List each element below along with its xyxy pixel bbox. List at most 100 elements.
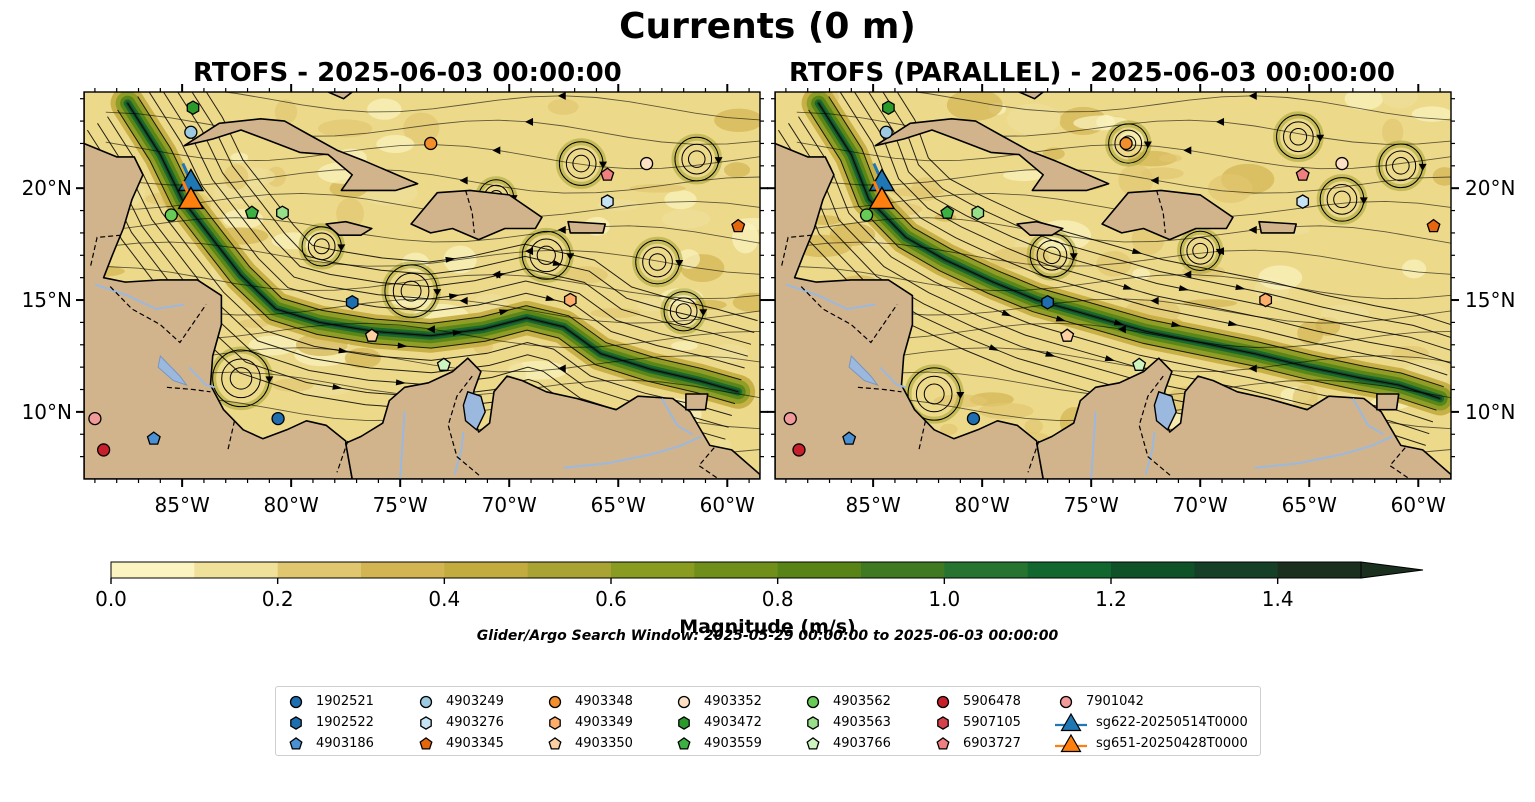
streamline-arrow bbox=[566, 253, 575, 261]
colorbar-tick-label: 0.6 bbox=[595, 587, 627, 611]
float-marker-4903350 bbox=[1060, 328, 1075, 342]
colorbar-tick-label: 0.4 bbox=[428, 587, 460, 611]
streamline-arrow bbox=[499, 309, 510, 316]
currents-maps: 85°W 80°W 75°W 70°W 65°W 60°W 20°N 15°N 10°N 85°… bbox=[22, 84, 1515, 611]
legend-item: 4903349 bbox=[543, 712, 633, 733]
legend-swatch bbox=[548, 736, 562, 750]
eddy-streamline bbox=[923, 383, 945, 405]
lat-tick-label: 15°N bbox=[1465, 288, 1515, 312]
magnitude-patch bbox=[1320, 304, 1370, 323]
legend-label: 4903349 bbox=[575, 715, 633, 730]
float-marker-1902522 bbox=[345, 294, 359, 310]
magnitude-patch bbox=[1297, 321, 1324, 345]
legend-label: 6903727 bbox=[963, 736, 1021, 751]
streamline-arrow bbox=[1069, 253, 1078, 261]
country-border bbox=[227, 420, 236, 451]
country-border bbox=[1156, 190, 1166, 233]
country-border bbox=[89, 234, 122, 267]
streamline bbox=[137, 96, 742, 381]
eddy-streamline bbox=[669, 297, 698, 326]
colorbar-segment bbox=[861, 562, 945, 578]
eddy-streamline bbox=[536, 245, 556, 265]
magnitude-patch bbox=[1382, 118, 1404, 146]
legend-item: 1902522 bbox=[284, 712, 374, 733]
eddy-streamline bbox=[648, 253, 667, 271]
streamline-arrow bbox=[337, 244, 346, 252]
float-marker-4903766 bbox=[436, 357, 451, 371]
land-southAmerica bbox=[1035, 357, 1451, 479]
legend-column: 7901042 sg622-20250514T0000 sg651-20250428… bbox=[1054, 691, 1248, 754]
legend-swatch bbox=[807, 715, 819, 730]
lon-tick-label: 80°W bbox=[264, 493, 319, 517]
float-marker-4903186 bbox=[146, 431, 161, 445]
eddy-streamline bbox=[529, 238, 564, 273]
float-marker-4903350 bbox=[364, 328, 379, 342]
legend-column: 1902521 1902522 4903186 bbox=[284, 691, 374, 754]
magnitude-patch bbox=[1183, 299, 1237, 308]
colorbar-segment bbox=[361, 562, 445, 578]
eddy-streamline bbox=[229, 367, 253, 390]
colorbar-segment bbox=[111, 562, 195, 578]
legend-swatch bbox=[289, 695, 303, 708]
legend-marker bbox=[289, 695, 303, 708]
lake-nicaragua bbox=[848, 354, 879, 386]
legend-item: sg651-20250428T0000 bbox=[1054, 733, 1248, 754]
legend-swatch bbox=[548, 695, 562, 708]
magnitude-patch bbox=[318, 119, 373, 138]
legend-item: 1902521 bbox=[284, 691, 374, 712]
eddy-streamline bbox=[675, 303, 692, 320]
legend-item: 4903249 bbox=[414, 691, 504, 712]
legend-item: 4903472 bbox=[672, 712, 762, 733]
land-cuba bbox=[183, 118, 419, 192]
legend-label: 4903563 bbox=[833, 715, 891, 730]
colorbar-segment bbox=[944, 562, 1029, 578]
streamline bbox=[853, 92, 1451, 364]
streamline-arrow bbox=[448, 293, 460, 300]
streamline-arrow bbox=[433, 289, 442, 297]
legend-label: 7901042 bbox=[1086, 694, 1144, 709]
colorbar-segment bbox=[1277, 562, 1362, 578]
streamline-arrow bbox=[1183, 270, 1192, 279]
legend-label: 4903186 bbox=[316, 736, 374, 751]
streamline-arrow bbox=[557, 225, 566, 234]
legend-label: 4903766 bbox=[833, 736, 891, 751]
lat-tick-label: 10°N bbox=[22, 400, 72, 424]
streamline-arrow bbox=[332, 383, 343, 390]
legend-swatch bbox=[677, 736, 691, 750]
legend-label: 4903348 bbox=[575, 694, 633, 709]
streamline bbox=[868, 92, 1451, 351]
magnitude-patch bbox=[1003, 169, 1045, 182]
streamline-arrow bbox=[675, 260, 684, 268]
lon-tick-label: 75°W bbox=[373, 493, 428, 517]
map-panel-rtofs: 85°W 80°W 75°W 70°W 65°W 60°W 20°N 15°N 10°N bbox=[22, 84, 768, 517]
search-window-note: Glider/Argo Search Window: 2025-05-29 00… bbox=[476, 628, 1059, 644]
streamline-arrow bbox=[714, 157, 723, 165]
eddy-streamline bbox=[1326, 184, 1358, 215]
legend-marker bbox=[936, 736, 950, 750]
legend-label: 4903562 bbox=[833, 694, 891, 709]
legend-swatch bbox=[1059, 695, 1073, 708]
legend-label: 1902521 bbox=[316, 694, 374, 709]
float-marker-4903559 bbox=[244, 205, 259, 219]
streamline-arrow bbox=[1055, 315, 1067, 322]
legend-item: 4903562 bbox=[801, 691, 891, 712]
colorbar-tick-label: 0.0 bbox=[95, 587, 127, 611]
legend-item: 4903352 bbox=[672, 691, 762, 712]
float-marker-7901042 bbox=[783, 411, 797, 426]
eddy-streamline bbox=[915, 375, 953, 413]
float-marker-4903348 bbox=[424, 136, 438, 151]
magnitude-patch bbox=[629, 184, 686, 193]
streamline-arrow bbox=[545, 295, 556, 301]
lon-tick-label: 80°W bbox=[955, 493, 1010, 517]
legend-swatch bbox=[937, 715, 949, 730]
streamline-arrow bbox=[1113, 319, 1125, 326]
lon-tick-label: 65°W bbox=[591, 493, 646, 517]
legend-marker bbox=[419, 695, 433, 708]
legend-marker bbox=[548, 695, 562, 708]
float-marker-4903348 bbox=[1119, 136, 1133, 151]
streamline-arrow bbox=[956, 391, 965, 399]
float-marker-4903563 bbox=[971, 205, 985, 221]
river bbox=[1144, 431, 1156, 475]
river bbox=[94, 283, 185, 311]
lon-tick-label: 75°W bbox=[1064, 493, 1119, 517]
